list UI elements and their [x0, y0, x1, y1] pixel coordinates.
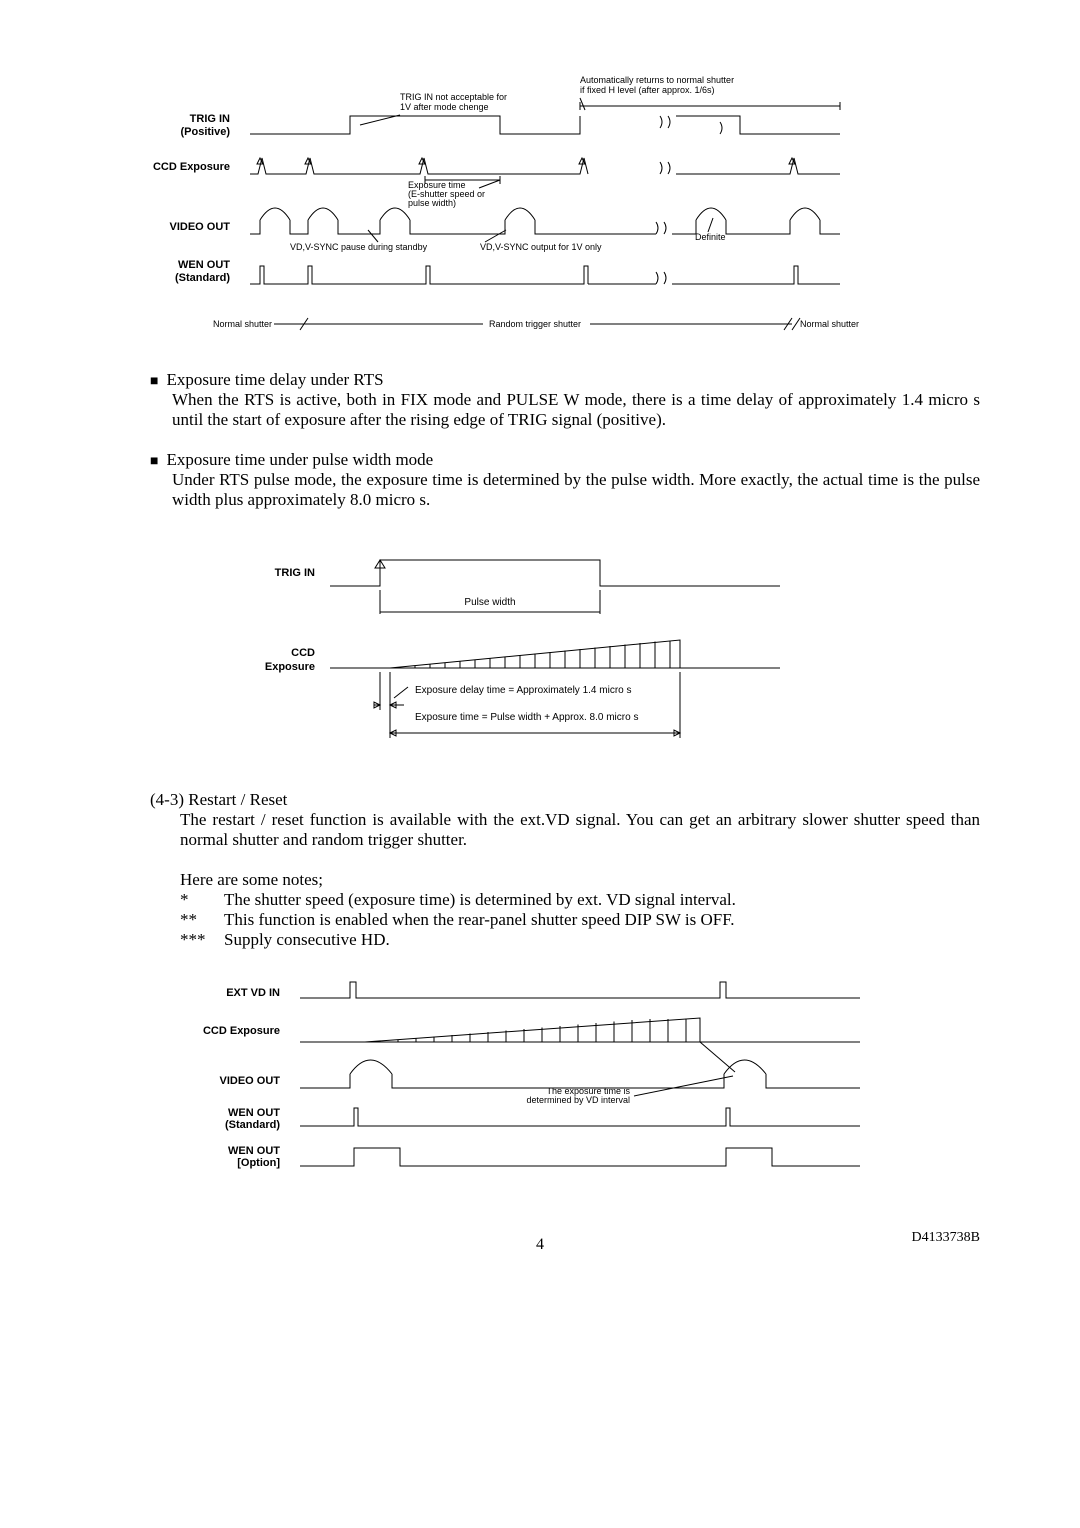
svg-text:Exposure delay time = Approxi: Exposure delay time = Approximately 1.4 … [415, 685, 631, 696]
d1-wen-sub: (Standard) [175, 272, 230, 284]
note-3: Supply consecutive HD. [224, 930, 390, 950]
d1-video-wave [250, 208, 840, 234]
d1-trigin-sub: (Positive) [180, 126, 230, 138]
d1-wen-wave [250, 266, 840, 284]
svg-text:[Option]: [Option] [237, 1157, 280, 1169]
d1-ccd: CCD Exposure [153, 161, 230, 173]
svg-text:(Standard): (Standard) [225, 1119, 280, 1131]
svg-text:WEN OUT: WEN OUT [228, 1145, 280, 1157]
svg-text:1V after mode chenge: 1V after mode chenge [400, 102, 489, 112]
svg-text:VIDEO OUT: VIDEO OUT [219, 1075, 280, 1087]
svg-text:Normal shutter: Normal shutter [800, 319, 859, 329]
d1-video: VIDEO OUT [169, 221, 230, 233]
svg-text:Exposure: Exposure [265, 661, 315, 673]
note-1: The shutter speed (exposure time) is det… [224, 890, 736, 910]
svg-text:if fixed H level (after approx: if fixed H level (after approx. 1/6s) [580, 85, 715, 95]
svg-text:Exposure time = Pulse width +: Exposure time = Pulse width + Approx. 8.… [415, 712, 638, 723]
page-number: 4 [100, 1236, 980, 1254]
section-4-3-heading: (4-3) Restart / Reset [150, 790, 980, 810]
svg-text:TRIG IN not acceptable for: TRIG IN not acceptable for [400, 92, 507, 102]
bullet-icon: ■ [150, 374, 158, 390]
doc-id: D4133738B [912, 1230, 980, 1246]
svg-text:Pulse width: Pulse width [464, 597, 515, 608]
svg-text:Definite: Definite [695, 232, 726, 242]
svg-text:pulse width): pulse width) [408, 198, 456, 208]
timing-diagram-pulse: TRIG IN CCD Exposure Pulse width Exposur… [100, 550, 980, 760]
d1-trigin-wave [250, 116, 840, 134]
section-4-3-p1: The restart / reset function is availabl… [180, 810, 980, 850]
svg-text:TRIG IN: TRIG IN [275, 567, 315, 579]
svg-text:VD,V-SYNC pause during standby: VD,V-SYNC pause during standby [290, 242, 428, 252]
svg-text:Normal shutter: Normal shutter [213, 319, 272, 329]
svg-text:Random trigger shutter: Random trigger shutter [489, 319, 581, 329]
d1-ccd-wave [250, 158, 840, 174]
bullet-exposure-pulsewidth: ■ Exposure time under pulse width mode U… [150, 450, 980, 510]
svg-text:WEN OUT: WEN OUT [228, 1107, 280, 1119]
bullet-b-body: Under RTS pulse mode, the exposure time … [172, 470, 980, 510]
bullet-a-body: When the RTS is active, both in FIX mode… [172, 390, 980, 430]
section-4-3-p2: Here are some notes; [180, 870, 980, 890]
section-4-3-notes: *The shutter speed (exposure time) is de… [180, 890, 980, 950]
svg-text:CCD: CCD [291, 647, 315, 659]
svg-text:EXT VD IN: EXT VD IN [226, 987, 280, 999]
d1-wen: WEN OUT [178, 259, 230, 271]
timing-diagram-restart: EXT VD IN CCD Exposure VIDEO OUT WEN OUT… [100, 976, 980, 1186]
note-2: This function is enabled when the rear-p… [224, 910, 735, 930]
svg-text:CCD Exposure: CCD Exposure [203, 1025, 280, 1037]
svg-text:Automatically returns to norma: Automatically returns to normal shutter [580, 75, 734, 85]
bullet-b-title: Exposure time under pulse width mode [166, 450, 433, 470]
bullet-icon: ■ [150, 454, 158, 470]
bullet-a-title: Exposure time delay under RTS [166, 370, 383, 390]
svg-text:determined by VD interval: determined by VD interval [526, 1095, 630, 1105]
timing-diagram-rts: TRIG IN (Positive) CCD Exposure VIDEO OU… [100, 70, 980, 340]
bullet-exposure-delay: ■ Exposure time delay under RTS When the… [150, 370, 980, 430]
svg-text:VD,V-SYNC output for 1V only: VD,V-SYNC output for 1V only [480, 242, 602, 252]
d1-trigin: TRIG IN [190, 113, 230, 125]
